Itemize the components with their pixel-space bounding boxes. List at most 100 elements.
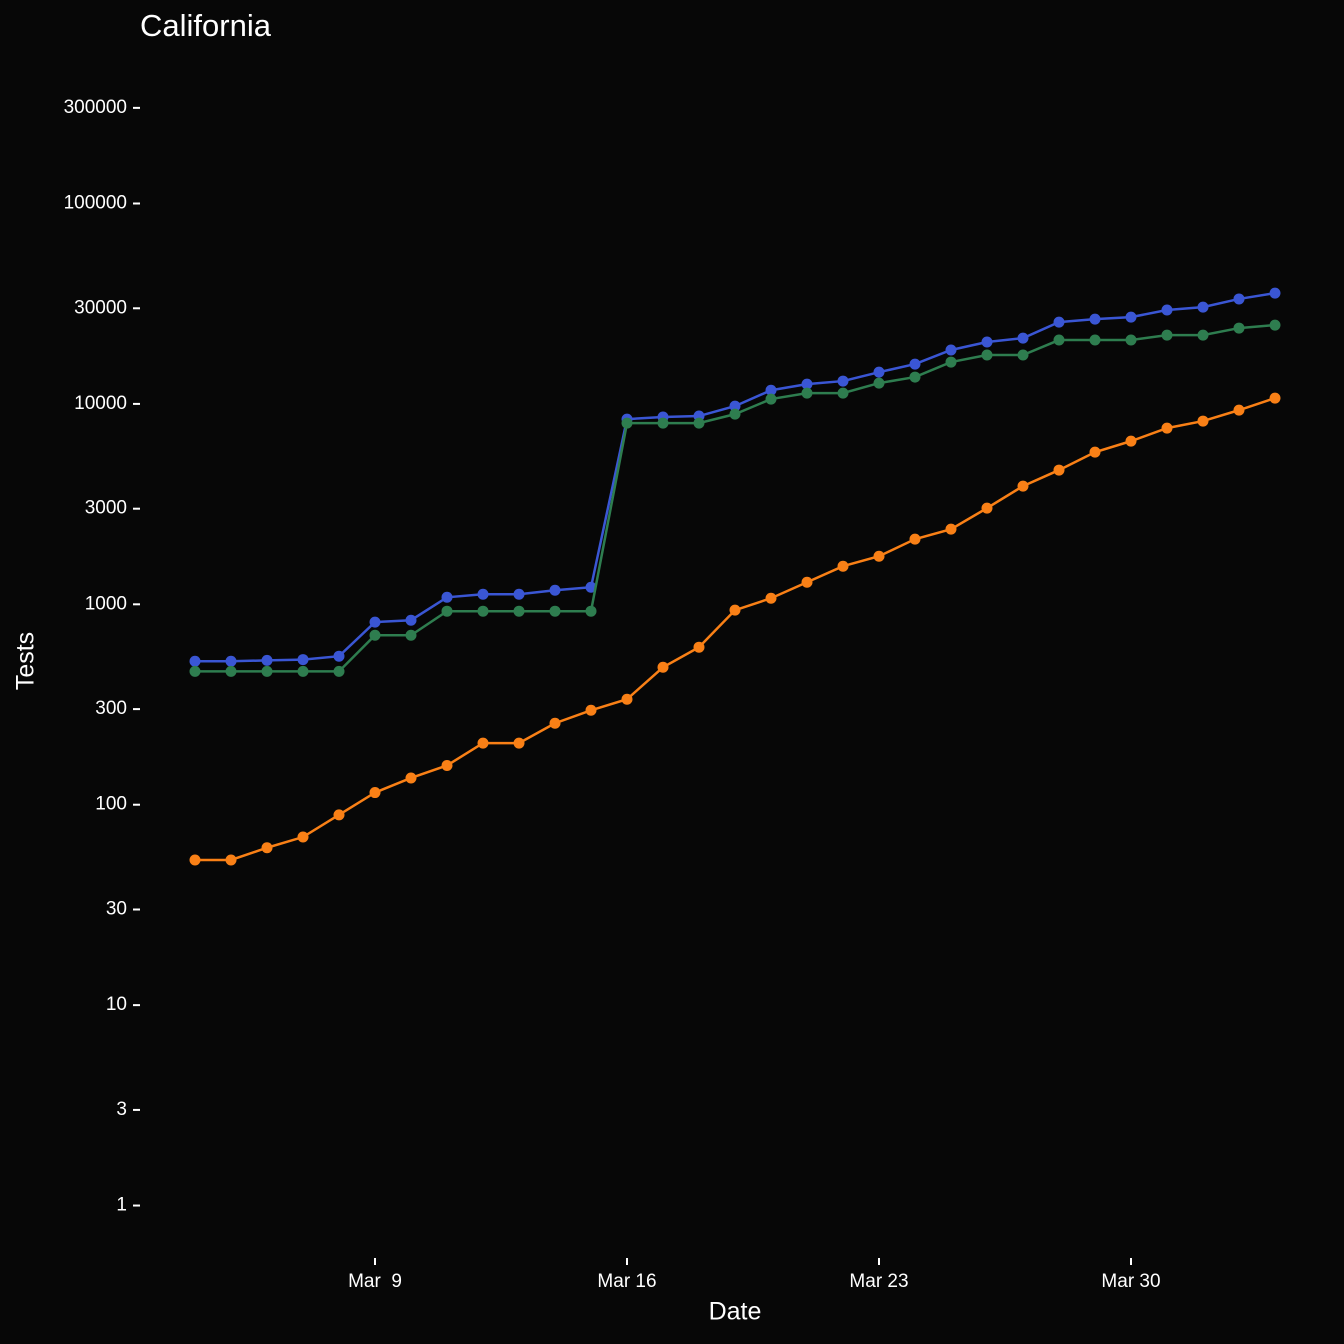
- y-tick-label: 1000: [85, 593, 127, 614]
- data-point: [1089, 334, 1101, 346]
- data-point: [585, 704, 597, 716]
- data-point: [261, 665, 273, 677]
- data-point: [1161, 304, 1173, 316]
- data-point: [333, 809, 345, 821]
- x-axis-title: Date: [709, 1298, 762, 1326]
- data-point: [801, 576, 813, 588]
- data-point: [261, 842, 273, 854]
- data-point: [189, 655, 201, 667]
- data-point: [909, 533, 921, 545]
- data-point: [657, 417, 669, 429]
- data-point: [837, 375, 849, 387]
- data-point: [297, 831, 309, 843]
- data-point: [873, 377, 885, 389]
- data-point: [405, 629, 417, 641]
- y-tick-label: 30: [106, 899, 127, 920]
- y-tick-label: 30000: [74, 297, 127, 318]
- data-point: [1269, 287, 1281, 299]
- data-point: [765, 393, 777, 405]
- data-point: [1233, 322, 1245, 334]
- y-tick-label: 1: [116, 1195, 127, 1216]
- data-point: [513, 588, 525, 600]
- data-point: [981, 336, 993, 348]
- data-point: [477, 588, 489, 600]
- data-point: [585, 605, 597, 617]
- data-point: [693, 417, 705, 429]
- data-point: [297, 654, 309, 666]
- data-point: [729, 400, 741, 412]
- data-point: [225, 854, 237, 866]
- data-point: [873, 550, 885, 562]
- y-tick-label: 3: [116, 1099, 127, 1120]
- data-point: [1017, 480, 1029, 492]
- data-point: [909, 358, 921, 370]
- y-tick-label: 3000: [85, 498, 127, 519]
- data-point: [333, 650, 345, 662]
- y-tick-label: 10000: [74, 393, 127, 414]
- data-point: [1161, 422, 1173, 434]
- data-point: [981, 502, 993, 514]
- data-point: [1161, 329, 1173, 341]
- data-point: [621, 417, 633, 429]
- data-point: [657, 661, 669, 673]
- data-point: [549, 584, 561, 596]
- data-point: [369, 787, 381, 799]
- data-point: [441, 591, 453, 603]
- chart-title: California: [140, 8, 272, 43]
- data-point: [1125, 334, 1137, 346]
- data-point: [297, 665, 309, 677]
- data-point: [225, 655, 237, 667]
- data-point: [1233, 293, 1245, 305]
- data-point: [513, 737, 525, 749]
- data-point: [693, 641, 705, 653]
- y-tick-label: 100: [95, 794, 127, 815]
- y-tick-label: 10: [106, 994, 127, 1015]
- data-point: [1053, 316, 1065, 328]
- data-point: [981, 349, 993, 361]
- data-point: [477, 737, 489, 749]
- x-tick-label: Mar 16: [597, 1271, 656, 1292]
- data-point: [1197, 301, 1209, 313]
- data-point: [837, 387, 849, 399]
- y-axis-title: Tests: [12, 632, 40, 690]
- x-tick-label: Mar 9: [348, 1271, 402, 1292]
- data-point: [549, 717, 561, 729]
- data-point: [1089, 313, 1101, 325]
- data-point: [621, 693, 633, 705]
- data-point: [369, 629, 381, 641]
- data-point: [225, 665, 237, 677]
- data-point: [1017, 332, 1029, 344]
- data-point: [585, 581, 597, 593]
- data-point: [1089, 446, 1101, 458]
- data-point: [441, 759, 453, 771]
- data-point: [1053, 334, 1065, 346]
- y-tick-label: 300000: [64, 97, 127, 118]
- data-point: [1197, 415, 1209, 427]
- data-point: [405, 772, 417, 784]
- data-point: [1269, 319, 1281, 331]
- y-tick-label: 100000: [64, 193, 127, 214]
- data-point: [1197, 329, 1209, 341]
- data-point: [729, 408, 741, 420]
- data-point: [765, 592, 777, 604]
- x-tick-label: Mar 23: [849, 1271, 908, 1292]
- data-point: [765, 384, 777, 396]
- data-point: [873, 366, 885, 378]
- data-point: [405, 614, 417, 626]
- data-point: [513, 605, 525, 617]
- data-point: [1125, 311, 1137, 323]
- data-point: [1125, 435, 1137, 447]
- data-point: [837, 560, 849, 572]
- x-tick-label: Mar 30: [1101, 1271, 1160, 1292]
- data-point: [477, 605, 489, 617]
- data-point: [549, 605, 561, 617]
- data-point: [945, 356, 957, 368]
- data-point: [801, 378, 813, 390]
- y-tick-label: 300: [95, 698, 127, 719]
- data-point: [1233, 404, 1245, 416]
- data-point: [729, 604, 741, 616]
- data-point: [1269, 392, 1281, 404]
- data-point: [189, 854, 201, 866]
- data-point: [261, 654, 273, 666]
